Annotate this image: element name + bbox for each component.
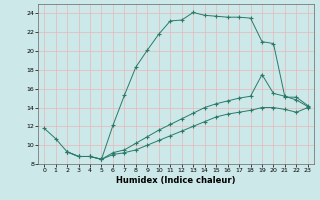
X-axis label: Humidex (Indice chaleur): Humidex (Indice chaleur) bbox=[116, 176, 236, 185]
